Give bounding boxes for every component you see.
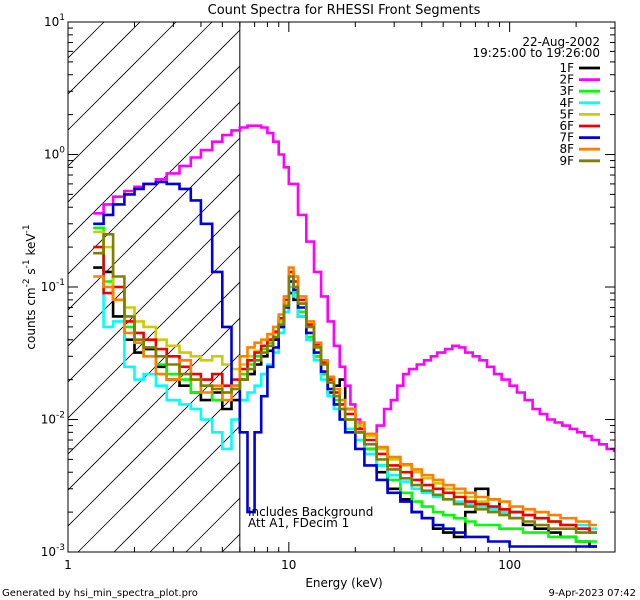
y-tick-label: 101: [44, 13, 65, 29]
y-tick-label: 10-3: [41, 543, 65, 559]
series-7f-line: [93, 180, 597, 548]
time-range: 19:25:00 to 19:26:00: [473, 46, 600, 60]
footer-generator: Generated by hsi_min_spectra_plot.pro: [2, 588, 198, 599]
hatch-line: [68, 353, 240, 527]
legend-label-7f: 7F: [559, 131, 574, 145]
hatch-line: [113, 425, 240, 552]
annotation-attenuator: Att A1, FDecim 1: [248, 516, 349, 530]
legend-label-4f: 4F: [559, 96, 574, 110]
hatch-line: [68, 281, 240, 455]
legend-label-6f: 6F: [559, 119, 574, 133]
hatch-line: [68, 137, 240, 311]
series-2f-line: [93, 124, 615, 453]
x-tick-label: 1: [64, 558, 72, 572]
axis-ticks: 1 10 100 10-3 10-2 10-1 100 101: [41, 13, 616, 572]
series-layer: [93, 124, 615, 548]
y-tick-label: 100: [44, 146, 65, 162]
footer-timestamp: 9-Apr-2023 07:42: [549, 588, 636, 599]
hatch-line: [77, 389, 240, 552]
hatch-line: [68, 101, 240, 275]
y-tick-label: 10-2: [41, 411, 65, 427]
x-tick-label: 100: [498, 558, 521, 572]
hatch-line: [149, 461, 240, 552]
chart-title: Count Spectra for RHESSI Front Segments: [208, 3, 481, 18]
hatch-line: [68, 209, 240, 383]
annotation-background: Includes Background: [248, 505, 373, 519]
hatch-line: [68, 65, 240, 239]
hatch-line: [221, 533, 240, 552]
hatch-line: [68, 173, 240, 347]
hatch-line: [68, 22, 213, 167]
legend-label-5f: 5F: [559, 107, 574, 121]
hatch-line: [68, 22, 177, 131]
hatch-line: [68, 29, 240, 203]
series-8f-line: [93, 266, 597, 527]
series-9f-line: [93, 233, 597, 534]
plot-frame: [67, 21, 616, 553]
x-axis-label: Energy (keV): [305, 576, 382, 590]
legend-label-1f: 1F: [559, 61, 574, 75]
legend-label-2f: 2F: [559, 73, 574, 87]
hatch-line: [68, 317, 240, 491]
observation-date: 22-Aug-2002: [522, 35, 600, 49]
legend-label-8f: 8F: [559, 142, 574, 156]
background-hatched-region: [68, 22, 240, 552]
y-axis-label: counts cm-2 s-1 keV-1: [22, 224, 38, 349]
x-tick-label: 10: [281, 558, 296, 572]
legend-label-9f: 9F: [559, 154, 574, 168]
hatch-line: [68, 245, 240, 419]
legend-label-3f: 3F: [559, 84, 574, 98]
y-tick-label: 10-1: [41, 278, 65, 294]
